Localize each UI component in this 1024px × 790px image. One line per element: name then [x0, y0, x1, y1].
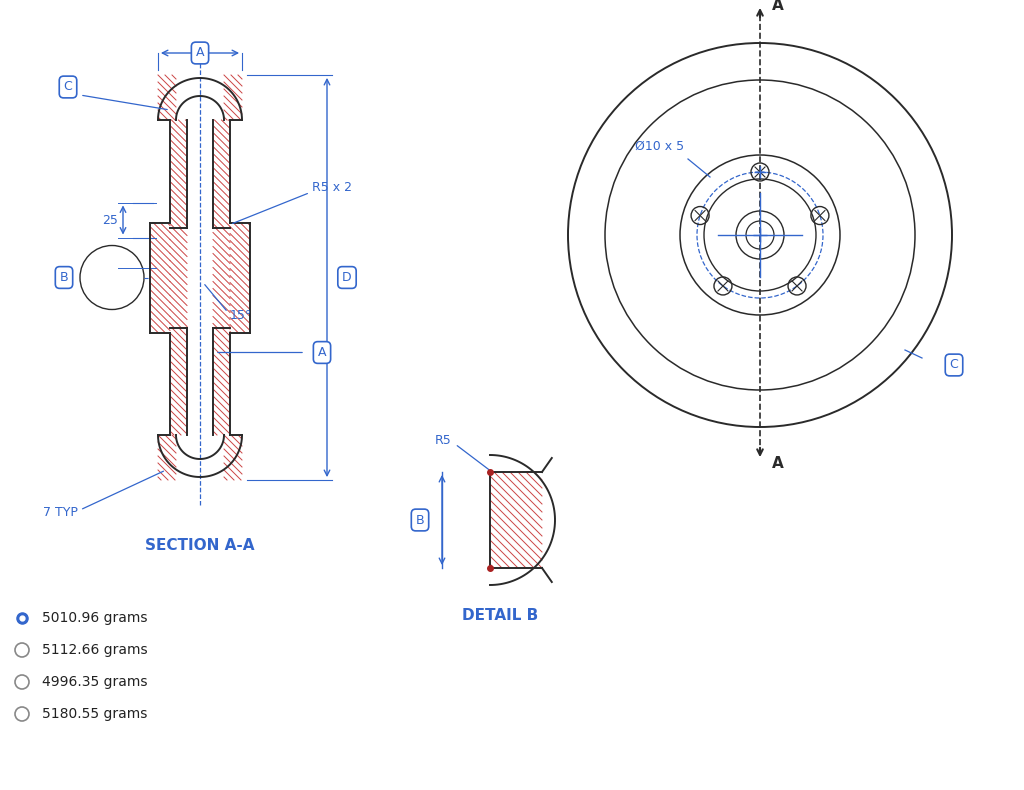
Text: A: A: [317, 346, 327, 359]
Text: 4996.35 grams: 4996.35 grams: [42, 675, 147, 689]
Text: C: C: [949, 359, 958, 371]
Text: R5: R5: [435, 434, 452, 446]
Text: R5 x 2: R5 x 2: [312, 181, 352, 194]
Text: Ø10 x 5: Ø10 x 5: [635, 140, 684, 152]
Text: 5010.96 grams: 5010.96 grams: [42, 611, 147, 625]
Text: 7 TYP: 7 TYP: [43, 506, 78, 520]
Text: 5112.66 grams: 5112.66 grams: [42, 643, 147, 657]
Text: 25: 25: [102, 213, 118, 227]
Text: B: B: [416, 514, 424, 526]
Text: A: A: [196, 47, 204, 59]
Text: D: D: [342, 271, 352, 284]
Text: SECTION A-A: SECTION A-A: [145, 537, 255, 552]
Text: B: B: [59, 271, 69, 284]
Text: 15°: 15°: [230, 309, 252, 322]
Text: 5180.55 grams: 5180.55 grams: [42, 707, 147, 721]
Text: C: C: [63, 81, 73, 93]
Text: A: A: [772, 0, 783, 13]
Text: A: A: [772, 456, 783, 471]
Text: DETAIL B: DETAIL B: [462, 608, 539, 623]
